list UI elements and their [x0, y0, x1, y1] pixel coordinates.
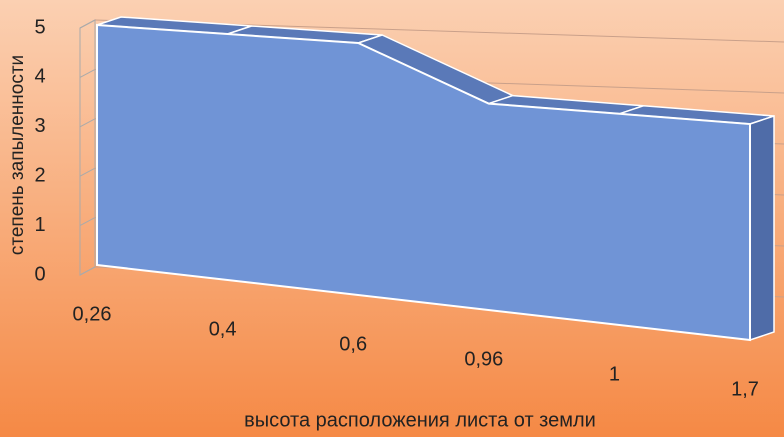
y-tick-label: 3	[34, 115, 45, 137]
plot: 0,26 0,4 0,6 0,96 1 1,7	[73, 16, 775, 400]
y-tick	[79, 118, 96, 128]
y-tick	[79, 266, 96, 276]
y-axis-title: степень запыленности	[7, 55, 28, 255]
x-tick-label: 1	[609, 363, 620, 385]
y-tick-label: 2	[34, 164, 45, 186]
y-tick-label: 5	[34, 16, 45, 38]
x-tick-label: 0,4	[209, 318, 237, 340]
y-tick	[79, 167, 96, 177]
y-tick-label: 0	[34, 263, 45, 285]
x-axis-title: высота расположения листа от земли	[244, 409, 596, 431]
area-front	[96, 23, 751, 342]
x-tick-label: 0,26	[73, 303, 112, 325]
y-tick	[79, 19, 96, 29]
y-tick-label: 4	[34, 66, 45, 88]
y-tick	[79, 68, 96, 78]
x-tick-label: 0,96	[464, 348, 503, 370]
y-tick	[79, 217, 96, 227]
x-tick-label: 1,7	[731, 378, 759, 400]
area-side	[749, 114, 775, 342]
y-tick-label: 1	[34, 214, 45, 236]
x-tick-label: 0,6	[339, 333, 367, 355]
